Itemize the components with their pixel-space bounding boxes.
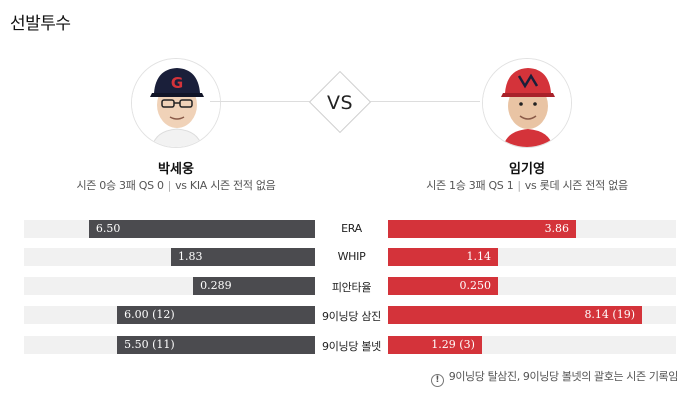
stat-label: ERA bbox=[341, 222, 362, 235]
vs-divider-left bbox=[210, 101, 320, 102]
left-pitcher-card[interactable]: G 박세웅 시즌 0승 3패 QS 0 | vs KIA 시즌 전적 없음 bbox=[26, 58, 326, 193]
right-pitcher-name[interactable]: 임기영 bbox=[509, 162, 545, 177]
left-value: 5.50 (11) bbox=[124, 338, 175, 351]
vs-label: VS bbox=[326, 92, 354, 114]
section-title: 선발투수 bbox=[10, 14, 71, 34]
left-value: 6.50 bbox=[95, 222, 121, 235]
right-bar: 8.14 (19) bbox=[388, 306, 643, 324]
right-pitcher-record-line: 시즌 1승 3패 QS 1 | vs 롯데 시즌 전적 없음 bbox=[377, 177, 677, 193]
left-pitcher-record-line: 시즌 0승 3패 QS 0 | vs KIA 시즌 전적 없음 bbox=[26, 177, 326, 193]
right-value: 1.29 (3) bbox=[431, 338, 475, 351]
left-value: 0.289 bbox=[200, 279, 232, 292]
stat-label: 피안타율 bbox=[331, 281, 372, 294]
left-pitcher-photo: G bbox=[132, 59, 220, 147]
left-pitcher-name[interactable]: 박세웅 bbox=[158, 162, 194, 177]
svg-text:G: G bbox=[171, 74, 183, 92]
right-pitcher-vs-record: vs 롯데 시즌 전적 없음 bbox=[524, 179, 628, 192]
left-pitcher-vs-record: vs KIA 시즌 전적 없음 bbox=[175, 179, 276, 192]
right-bar: 1.14 bbox=[388, 248, 499, 266]
left-pitcher-season-record: 시즌 0승 3패 QS 0 bbox=[76, 179, 164, 192]
left-track: 6.00 (12) bbox=[24, 306, 315, 324]
left-track: 6.50 bbox=[24, 220, 315, 238]
right-pitcher-season-record: 시즌 1승 3패 QS 1 bbox=[426, 179, 514, 192]
stat-row-strikeouts-per-9: 6.00 (12) 9이닝당 삼진 8.14 (19) bbox=[24, 306, 676, 324]
left-bar: 5.50 (11) bbox=[117, 336, 315, 354]
left-bar: 6.00 (12) bbox=[117, 306, 315, 324]
vs-divider-right bbox=[360, 101, 480, 102]
record-separator: | bbox=[167, 179, 172, 192]
right-value: 8.14 (19) bbox=[584, 308, 636, 321]
right-track: 8.14 (19) bbox=[388, 306, 676, 324]
stat-row-era: 6.50 ERA 3.86 bbox=[24, 220, 676, 238]
right-track: 0.250 bbox=[388, 277, 676, 295]
left-track: 0.289 bbox=[24, 277, 315, 295]
record-separator: | bbox=[517, 179, 521, 192]
stat-row-walks-per-9: 5.50 (11) 9이닝당 볼넷 1.29 (3) bbox=[24, 336, 676, 354]
left-bar: 6.50 bbox=[88, 220, 315, 238]
footnote-text: 9이닝당 탈삼진, 9이닝당 볼넷의 괄호는 시즌 기록임 bbox=[448, 370, 679, 383]
stat-label: WHIP bbox=[337, 250, 366, 263]
stat-label: 9이닝당 볼넷 bbox=[322, 340, 381, 353]
left-track: 5.50 (11) bbox=[24, 336, 315, 354]
right-value: 1.14 bbox=[466, 250, 492, 263]
stat-row-whip: 1.83 WHIP 1.14 bbox=[24, 248, 676, 266]
left-value: 1.83 bbox=[177, 250, 203, 263]
right-track: 1.29 (3) bbox=[388, 336, 676, 354]
right-bar: 0.250 bbox=[388, 277, 499, 295]
footnote: ! 9이닝당 탈삼진, 9이닝당 볼넷의 괄호는 시즌 기록임 bbox=[430, 368, 679, 387]
right-value: 0.250 bbox=[459, 279, 492, 292]
stat-row-batting-average-against: 0.289 피안타율 0.250 bbox=[24, 277, 676, 295]
right-bar: 1.29 (3) bbox=[388, 336, 482, 354]
right-pitcher-photo bbox=[483, 59, 571, 147]
right-pitcher-avatar[interactable] bbox=[482, 58, 572, 148]
right-bar: 3.86 bbox=[388, 220, 577, 238]
left-value: 6.00 (12) bbox=[124, 308, 175, 321]
right-value: 3.86 bbox=[544, 222, 570, 235]
left-bar: 0.289 bbox=[193, 277, 315, 295]
right-track: 3.86 bbox=[388, 220, 676, 238]
left-track: 1.83 bbox=[24, 248, 315, 266]
right-track: 1.14 bbox=[388, 248, 676, 266]
stat-label: 9이닝당 삼진 bbox=[322, 310, 381, 323]
left-bar: 1.83 bbox=[170, 248, 315, 266]
right-pitcher-card[interactable]: 임기영 시즌 1승 3패 QS 1 | vs 롯데 시즌 전적 없음 bbox=[377, 58, 677, 193]
info-icon: ! bbox=[430, 374, 444, 387]
left-pitcher-avatar[interactable]: G bbox=[131, 58, 221, 148]
